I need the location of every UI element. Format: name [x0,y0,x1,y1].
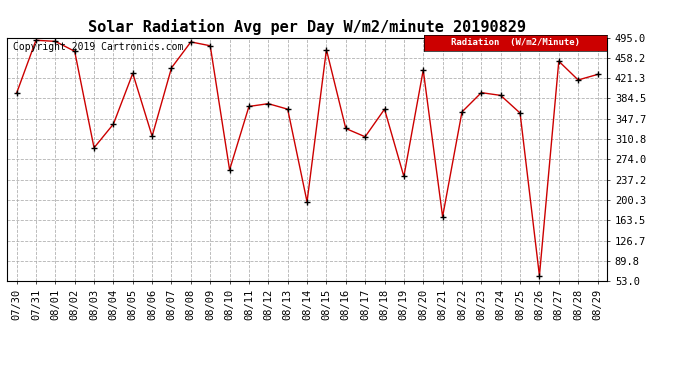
Title: Solar Radiation Avg per Day W/m2/minute 20190829: Solar Radiation Avg per Day W/m2/minute … [88,19,526,35]
Text: Copyright 2019 Cartronics.com: Copyright 2019 Cartronics.com [13,42,184,52]
